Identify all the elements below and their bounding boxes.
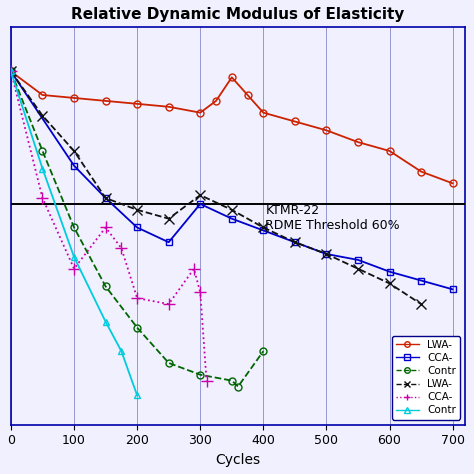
X-axis label: Cycles: Cycles: [216, 453, 261, 467]
Legend: LWA-, CCA-, Contr, LWA-, CCA-, Contr: LWA-, CCA-, Contr, LWA-, CCA-, Contr: [392, 336, 460, 419]
Text: KTMR-22
RDME Threshold 60%: KTMR-22 RDME Threshold 60%: [265, 204, 400, 232]
Title: Relative Dynamic Modulus of Elasticity: Relative Dynamic Modulus of Elasticity: [72, 7, 405, 22]
